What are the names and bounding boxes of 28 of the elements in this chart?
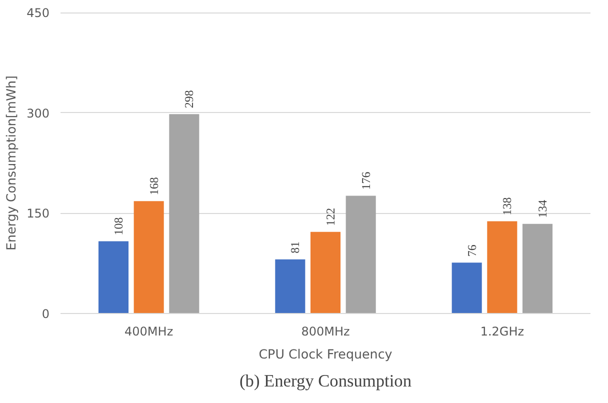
bar xyxy=(169,114,200,314)
bar xyxy=(275,259,306,314)
y-tick-label: 450 xyxy=(26,6,50,20)
data-label: 168 xyxy=(146,177,161,196)
data-label: 298 xyxy=(182,90,196,108)
data-label: 81 xyxy=(288,241,302,254)
data-label: 134 xyxy=(536,200,550,218)
x-tick-label: 1.2GHz xyxy=(480,324,524,338)
x-tick-label: 800MHz xyxy=(301,324,350,338)
y-tick-label: 0 xyxy=(42,307,50,321)
x-tick-label: 400MHz xyxy=(124,324,174,338)
bar xyxy=(487,221,518,314)
text: (b) Energy Consumption xyxy=(240,372,412,390)
y-tick-label: 150 xyxy=(26,206,50,221)
bar xyxy=(522,224,553,314)
bar xyxy=(134,201,164,314)
y-axis-title: Energy Consumption[mWh] xyxy=(4,76,19,250)
x-axis-title: CPU Clock Frequency xyxy=(258,346,393,362)
y-tick-label: 300 xyxy=(26,106,50,120)
bar xyxy=(452,262,482,314)
bar xyxy=(346,196,376,314)
data-label: 108 xyxy=(112,217,126,236)
bar xyxy=(98,241,129,314)
data-label: 76 xyxy=(464,244,479,257)
bar xyxy=(310,232,341,314)
data-label: 176 xyxy=(358,172,373,190)
data-label: 138 xyxy=(500,197,514,216)
data-label: 122 xyxy=(324,208,338,226)
